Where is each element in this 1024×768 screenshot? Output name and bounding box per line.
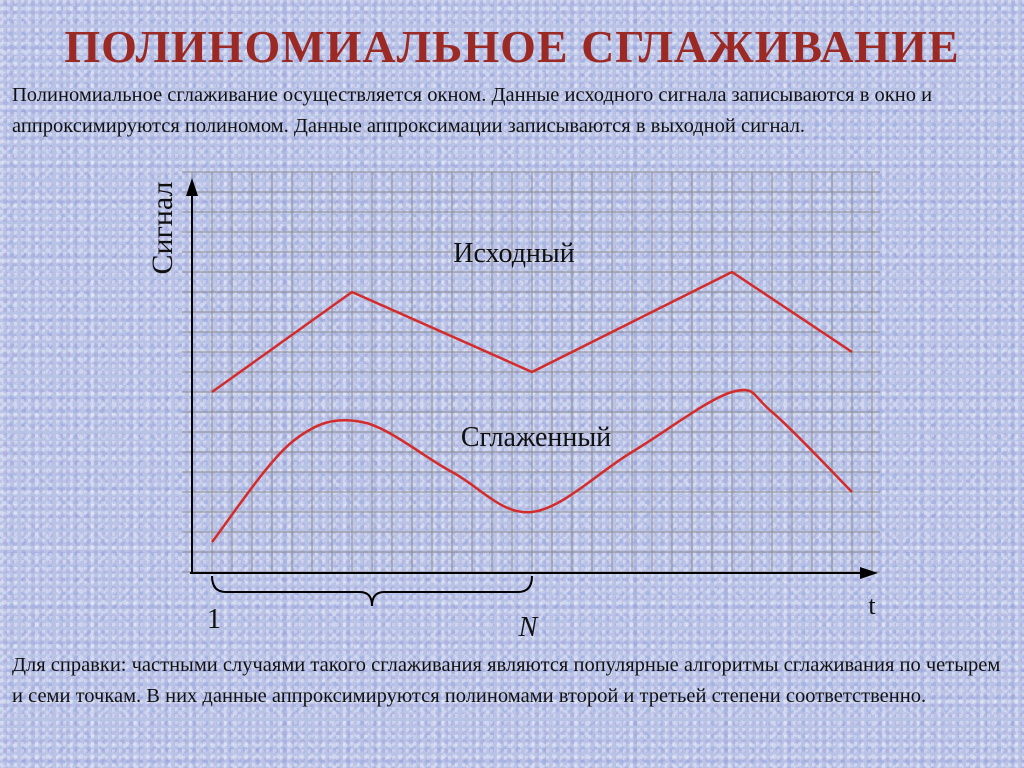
intro-text: Полиномиальное сглаживание осуществляетс… — [12, 84, 933, 137]
window-brace — [211, 575, 533, 607]
grid — [182, 171, 880, 573]
original-signal-label: Исходный — [453, 238, 574, 269]
smoothed-signal-label: Сглаженный — [461, 422, 611, 453]
x-axis-label: t — [868, 591, 876, 620]
x-axis-arrow-icon — [860, 567, 878, 579]
footer-text: Для справки: частными случаями такого сг… — [12, 654, 1001, 707]
y-axis-arrow-icon — [186, 178, 198, 196]
original-signal-line — [211, 270, 853, 394]
window-start-label: 1 — [207, 604, 221, 635]
window-end-label: N — [518, 612, 539, 643]
smoothed-signal-curve — [211, 388, 853, 543]
page-title: ПОЛИНОМИАЛЬНОЕ СГЛАЖИВАНИЕ — [64, 21, 960, 72]
y-axis-label: Сигнал — [146, 181, 179, 274]
